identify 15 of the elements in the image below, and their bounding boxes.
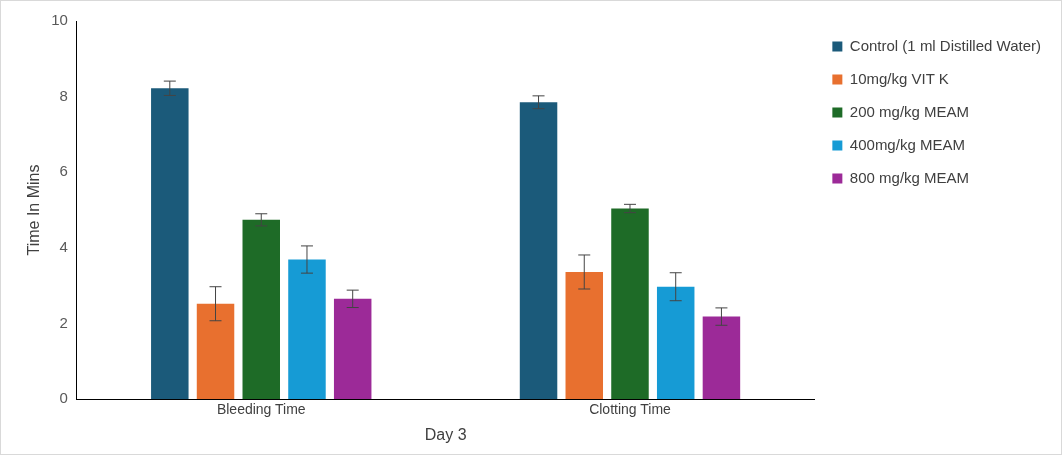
legend-label: 400mg/kg MEAM xyxy=(849,135,965,153)
y-tick-label: 6 xyxy=(59,162,68,180)
x-tick-label: Bleeding Time xyxy=(216,401,306,418)
y-tick-label: 10 xyxy=(51,11,68,29)
legend-label: 200 mg/kg MEAM xyxy=(849,102,970,120)
y-tick-label: 4 xyxy=(59,237,68,255)
x-axis-title: Day 3 xyxy=(424,425,467,443)
y-tick-label: 0 xyxy=(59,389,68,407)
y-tick-label: 2 xyxy=(59,313,68,331)
legend-label: 10mg/kg VIT K xyxy=(849,69,949,87)
y-axis-title: Time In Mins xyxy=(25,164,43,256)
legend-label: 800 mg/kg MEAM xyxy=(849,168,970,186)
y-tick-label: 8 xyxy=(59,86,68,104)
legend-label: Control (1 ml Distilled Water) xyxy=(849,36,1042,54)
x-tick-label: Clotting Time xyxy=(589,401,672,418)
